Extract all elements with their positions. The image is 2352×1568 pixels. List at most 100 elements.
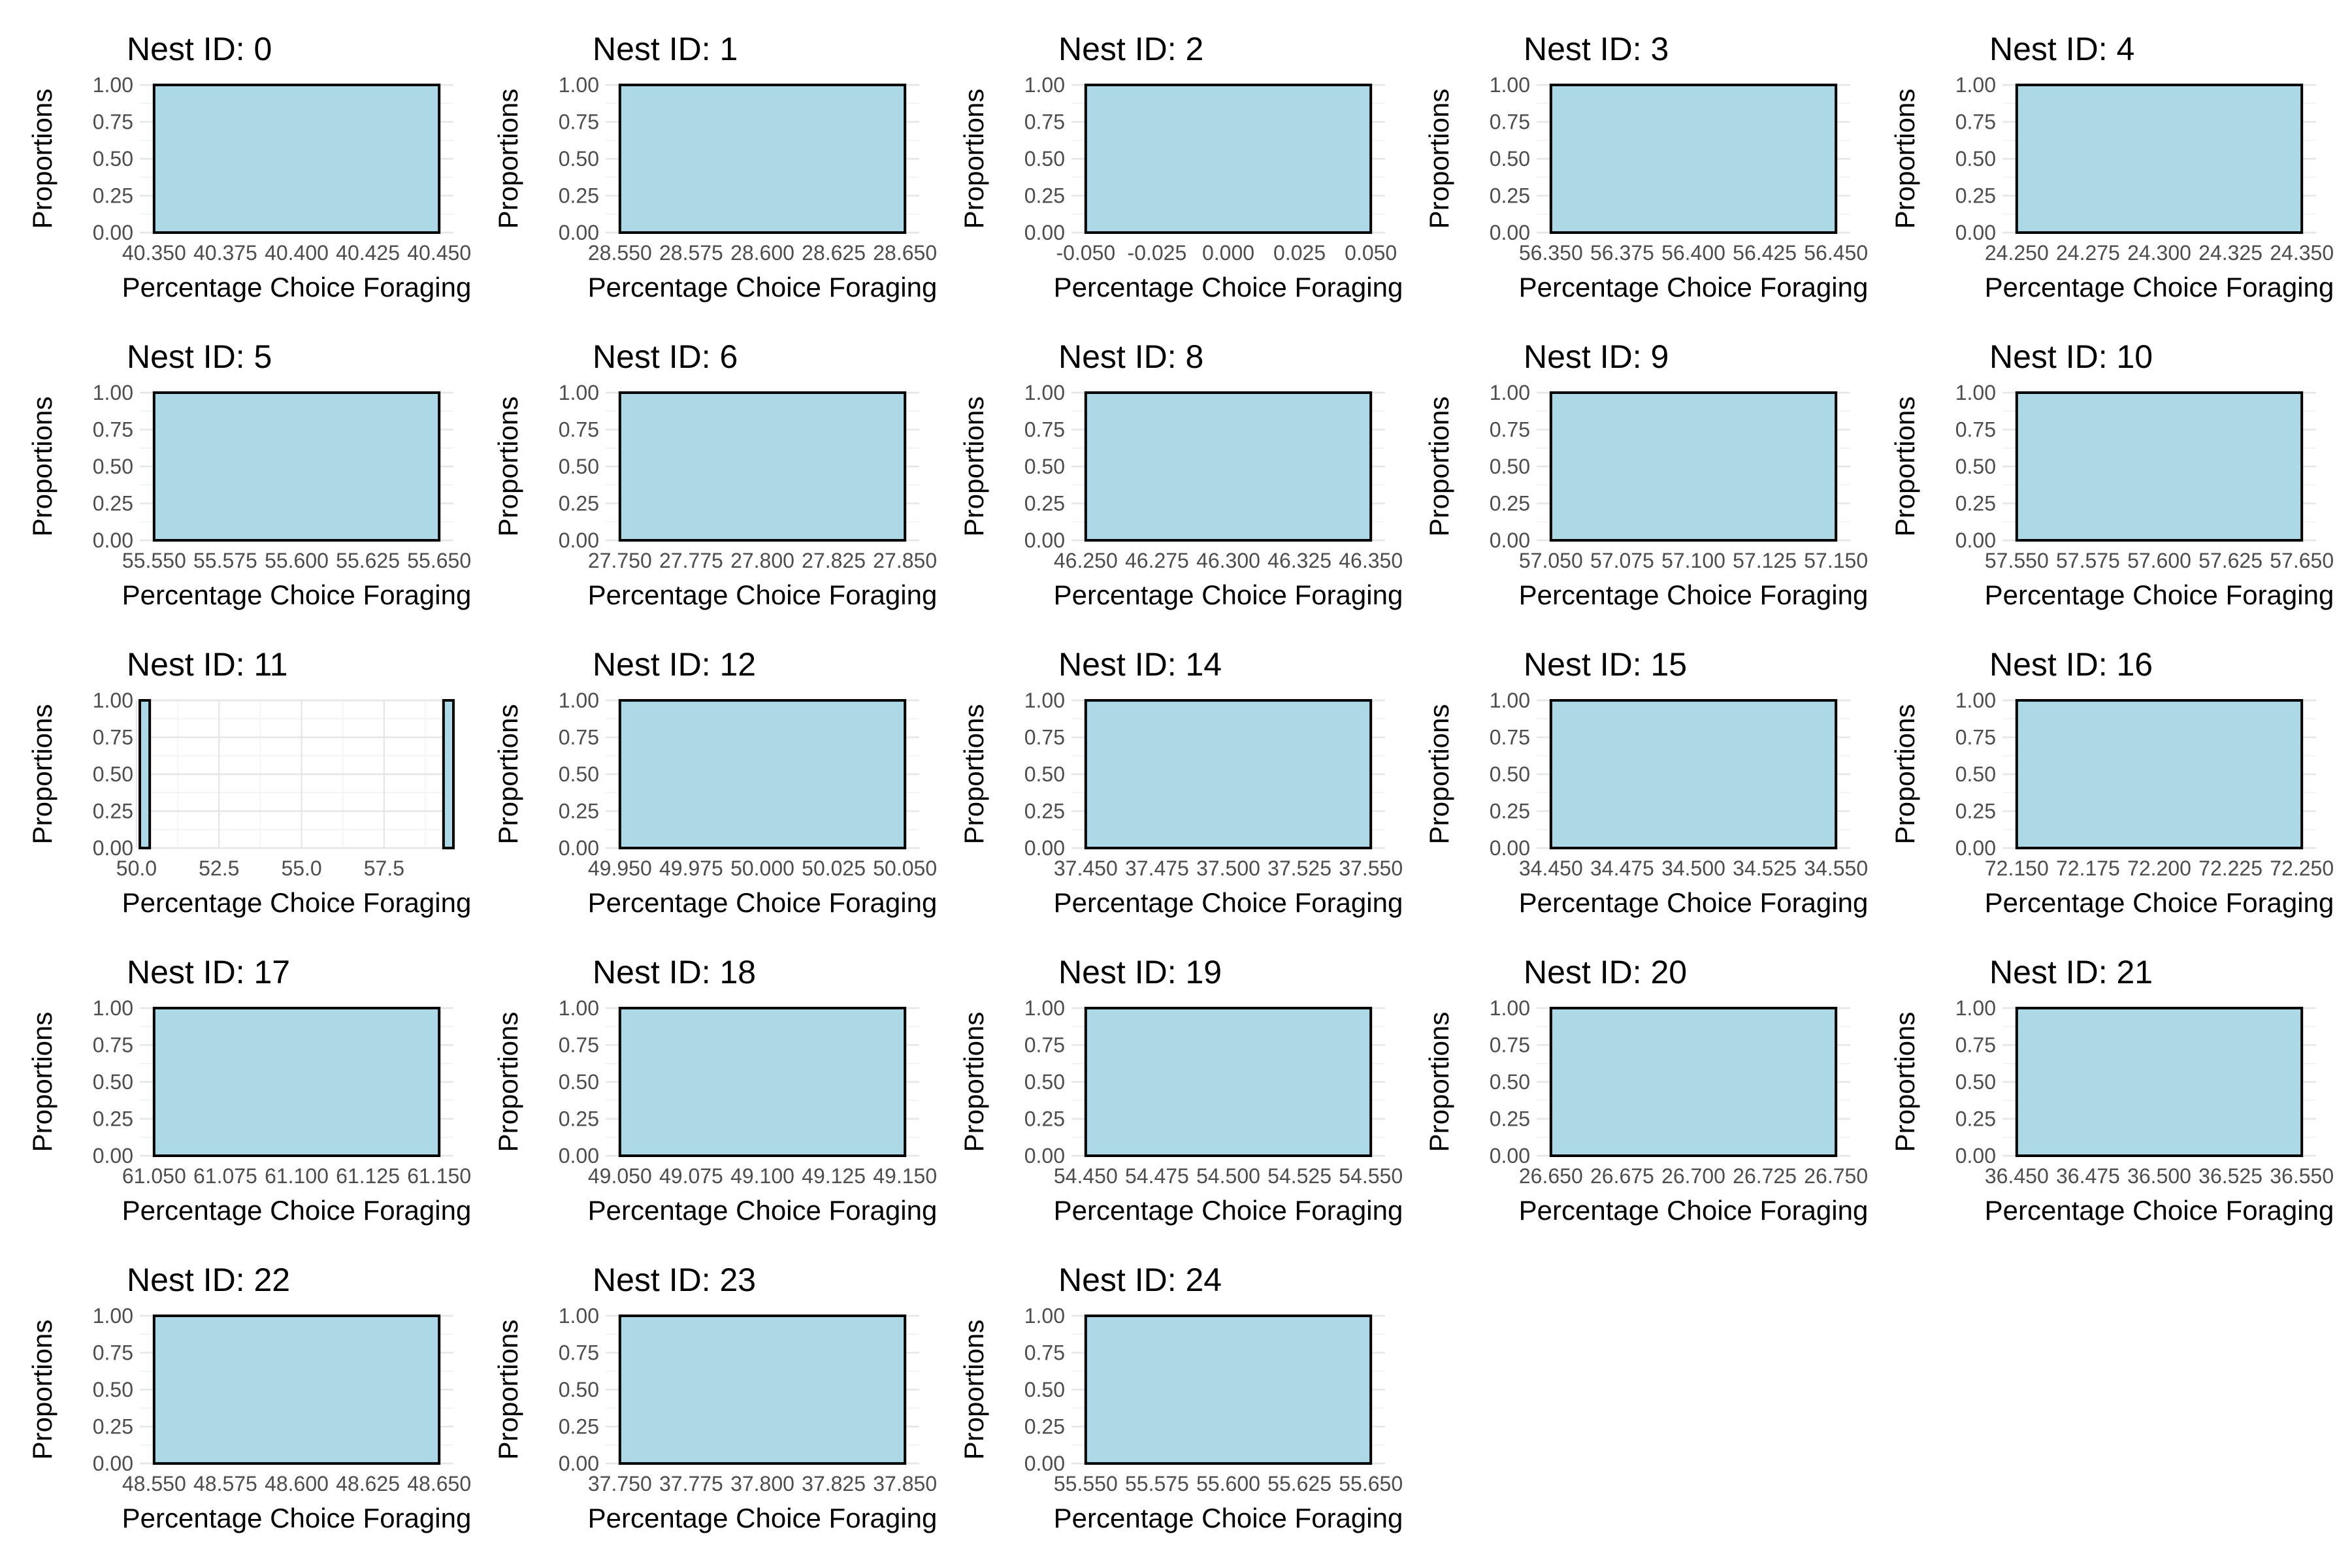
- y-tick-label: 0.50: [1955, 147, 1996, 171]
- y-tick-label: 0.75: [1024, 1034, 1065, 1057]
- x-axis-title: Percentage Choice Foraging: [588, 1503, 938, 1533]
- y-tick-label: 0.00: [559, 836, 599, 860]
- y-tick-label: 0.00: [1024, 1452, 1065, 1475]
- x-tick-label: 55.550: [122, 549, 186, 572]
- histogram-bar: [1549, 391, 1838, 542]
- x-tick-label: 28.550: [588, 241, 652, 265]
- panel-title: Nest ID: 4: [1989, 31, 2134, 67]
- y-axis-title: Proportions: [27, 1320, 57, 1460]
- facet-panel: Nest ID: 14 0.00 0.25 0.50 0.75 1.00 37.450 37.…: [958, 646, 1403, 918]
- x-axis-title: Percentage Choice Foraging: [588, 272, 938, 302]
- y-tick-label: 0.25: [1955, 492, 1996, 515]
- x-tick-label: 0.050: [1345, 241, 1397, 265]
- y-tick-label: 0.50: [559, 1378, 599, 1401]
- y-tick-label: 0.00: [1955, 529, 1996, 552]
- panel-title: Nest ID: 0: [127, 31, 272, 67]
- x-tick-label: 55.0: [281, 857, 321, 880]
- x-tick-label: 48.625: [336, 1472, 400, 1495]
- x-tick-label: 37.800: [730, 1472, 794, 1495]
- y-tick-label: 0.50: [1490, 147, 1530, 171]
- x-axis-title: Percentage Choice Foraging: [122, 580, 472, 610]
- y-tick-label: 0.50: [93, 1070, 133, 1094]
- y-tick-label: 0.75: [559, 1341, 599, 1365]
- y-tick-label: 0.50: [559, 455, 599, 478]
- x-tick-label: 28.650: [873, 241, 937, 265]
- y-axis-title: Proportions: [27, 397, 57, 537]
- x-tick-label: 48.600: [265, 1472, 329, 1495]
- panel-title: Nest ID: 19: [1058, 954, 1222, 990]
- x-tick-label: 37.750: [588, 1472, 652, 1495]
- x-tick-label: 57.5: [364, 857, 404, 880]
- x-tick-label: 40.375: [193, 241, 257, 265]
- x-tick-label: 61.075: [193, 1164, 257, 1188]
- panel-title: Nest ID: 20: [1524, 954, 1687, 990]
- y-tick-label: 0.25: [1024, 184, 1065, 208]
- x-tick-label: 55.625: [336, 549, 400, 572]
- y-tick-label: 0.25: [559, 492, 599, 515]
- histogram-bar: [2015, 84, 2304, 234]
- x-tick-label: 37.475: [1125, 857, 1189, 880]
- histogram-bar: [2015, 391, 2304, 542]
- y-tick-label: 0.25: [93, 184, 133, 208]
- y-axis-title: Proportions: [1889, 704, 1920, 845]
- y-tick-label: 1.00: [1024, 689, 1065, 712]
- x-tick-label: 72.200: [2127, 857, 2191, 880]
- y-tick-label: 0.25: [93, 492, 133, 515]
- y-axis-title: Proportions: [493, 89, 523, 229]
- y-tick-label: 0.25: [1955, 184, 1996, 208]
- x-tick-label: 37.850: [873, 1472, 937, 1495]
- x-tick-label: 46.250: [1054, 549, 1118, 572]
- y-tick-label: 0.75: [1490, 1034, 1530, 1057]
- y-tick-label: 0.00: [93, 221, 133, 244]
- y-axis-title: Proportions: [1424, 1012, 1454, 1152]
- y-tick-label: 0.75: [1955, 1034, 1996, 1057]
- y-tick-label: 1.00: [1490, 73, 1530, 97]
- y-tick-label: 0.25: [1490, 1107, 1530, 1131]
- y-axis-title: Proportions: [493, 704, 523, 845]
- y-tick-label: 0.00: [1955, 221, 1996, 244]
- y-axis-title: Proportions: [27, 1012, 57, 1152]
- y-tick-label: 0.75: [1490, 726, 1530, 749]
- y-tick-label: 0.50: [1490, 762, 1530, 786]
- y-axis-title: Proportions: [958, 89, 989, 229]
- y-tick-label: 1.00: [1955, 996, 1996, 1020]
- y-tick-label: 1.00: [93, 1304, 133, 1328]
- x-tick-label: 26.750: [1804, 1164, 1868, 1188]
- facet-panel: Nest ID: 10 0.00 0.25 0.50 0.75 1.00 57.550 57.…: [1889, 338, 2334, 610]
- x-tick-label: 36.475: [2056, 1164, 2120, 1188]
- y-tick-label: 0.75: [559, 1034, 599, 1057]
- y-tick-label: 0.00: [1024, 836, 1065, 860]
- panel-title: Nest ID: 17: [127, 954, 290, 990]
- x-tick-label: 27.850: [873, 549, 937, 572]
- y-tick-label: 0.75: [93, 1341, 133, 1365]
- histogram-bar: [1084, 391, 1373, 542]
- x-tick-label: 57.100: [1661, 549, 1725, 572]
- x-axis-title: Percentage Choice Foraging: [588, 887, 938, 918]
- histogram-bar: [139, 699, 152, 849]
- panel-title: Nest ID: 6: [593, 338, 738, 375]
- facet-panel: Nest ID: 24 0.00 0.25 0.50 0.75 1.00 55.550 55.…: [958, 1262, 1403, 1533]
- histogram-bar: [152, 391, 441, 542]
- histogram-bar: [618, 1315, 907, 1465]
- facet-panel: Nest ID: 3 0.00 0.25 0.50 0.75 1.00 56.350 56.3…: [1424, 31, 1868, 302]
- x-axis-title: Percentage Choice Foraging: [122, 887, 472, 918]
- facet-panel: Nest ID: 4 0.00 0.25 0.50 0.75 1.00 24.250 24.2…: [1889, 31, 2334, 302]
- panel-title: Nest ID: 1: [593, 31, 738, 67]
- x-tick-label: 72.225: [2198, 857, 2262, 880]
- y-tick-label: 0.50: [559, 147, 599, 171]
- panel-title: Nest ID: 11: [127, 646, 287, 683]
- x-tick-label: 46.275: [1125, 549, 1189, 572]
- x-tick-label: 57.050: [1519, 549, 1583, 572]
- x-axis-title: Percentage Choice Foraging: [122, 1195, 472, 1226]
- x-axis-title: Percentage Choice Foraging: [588, 580, 938, 610]
- y-tick-label: 0.00: [559, 221, 599, 244]
- y-tick-label: 0.25: [93, 800, 133, 823]
- facet-panel: Nest ID: 0 0.00 0.25 0.50 0.75 1.00 40.350 40.3…: [27, 31, 471, 302]
- histogram-bar: [618, 391, 907, 542]
- x-tick-label: 56.425: [1733, 241, 1797, 265]
- y-tick-label: 0.00: [559, 529, 599, 552]
- x-axis-title: Percentage Choice Foraging: [1054, 1503, 1403, 1533]
- y-tick-label: 0.50: [559, 762, 599, 786]
- y-tick-label: 1.00: [1024, 381, 1065, 404]
- x-tick-label: 48.550: [122, 1472, 186, 1495]
